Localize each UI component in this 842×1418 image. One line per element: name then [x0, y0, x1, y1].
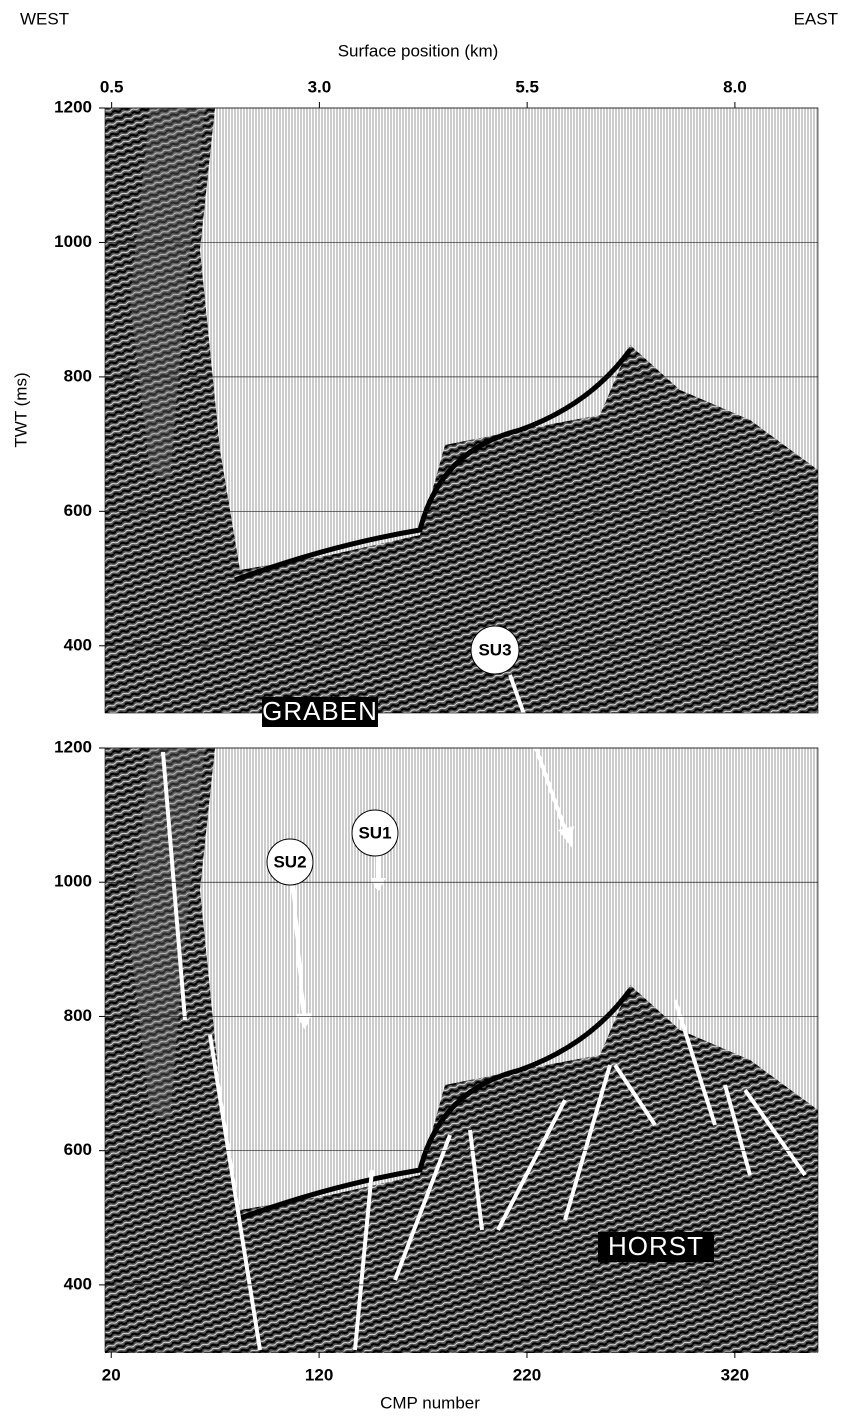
- unit-label: SU3: [478, 640, 511, 659]
- fault-line: [496, 1099, 567, 1231]
- arrow-head: [296, 1013, 312, 1030]
- arrow-shaft: [508, 674, 570, 839]
- fault-line: [723, 1084, 752, 1176]
- x-tick-label: 3.0: [308, 77, 332, 96]
- unit-label: SU1: [358, 823, 391, 842]
- fault-line: [161, 751, 187, 1021]
- fault-line: [563, 1064, 612, 1221]
- label-bubble: [266, 838, 314, 886]
- y-tick-label: 600: [64, 501, 92, 520]
- label-bubble: [351, 809, 399, 857]
- arrow-heads: [296, 826, 574, 1030]
- x-axis-title: Surface position (km): [338, 41, 499, 60]
- y-tick-label: 400: [64, 1274, 92, 1293]
- y-tick-label: 1200: [54, 97, 92, 116]
- fault-line: [468, 1129, 484, 1231]
- y-tick-label: 800: [64, 1006, 92, 1025]
- fault-line: [743, 1088, 807, 1177]
- region-label: HORST: [608, 1231, 704, 1261]
- x-tick-label: 5.5: [515, 77, 539, 96]
- x-tick-label: 120: [305, 1365, 333, 1384]
- east-label: EAST: [794, 9, 838, 28]
- unit-label: SU2: [273, 852, 306, 871]
- y-axis-title: TWT (ms): [11, 372, 30, 447]
- y-tick-label: 600: [64, 1140, 92, 1159]
- label-bubble: [470, 625, 520, 675]
- x-axis-title: CMP number: [380, 1393, 480, 1412]
- y-tick-label: 1000: [54, 872, 92, 891]
- fault-line: [613, 1063, 657, 1127]
- arrow-head: [558, 826, 574, 848]
- y-tick-label: 1000: [54, 232, 92, 251]
- interpretation: [161, 674, 807, 1351]
- y-tick-label: 800: [64, 366, 92, 385]
- fault-line: [673, 999, 717, 1126]
- label-box: [598, 1232, 714, 1262]
- arrow-head: [370, 878, 386, 892]
- x-tick-label: 8.0: [723, 77, 747, 96]
- x-tick-label: 220: [513, 1365, 541, 1384]
- top-section-image: [105, 108, 818, 713]
- y-tick-label: 400: [64, 635, 92, 654]
- region-label: GRABEN: [262, 696, 378, 726]
- fault-line: [393, 1134, 452, 1281]
- fault-line: [208, 1034, 262, 1351]
- west-label: WEST: [20, 9, 69, 28]
- x-tick-label: 0.5: [100, 77, 124, 96]
- x-tick-label: 320: [721, 1365, 749, 1384]
- arrow-shaft: [291, 884, 306, 1021]
- x-tick-label: 20: [102, 1365, 121, 1384]
- label-box: [262, 697, 378, 727]
- fault-line: [353, 1169, 374, 1351]
- y-tick-label: 1200: [54, 737, 92, 756]
